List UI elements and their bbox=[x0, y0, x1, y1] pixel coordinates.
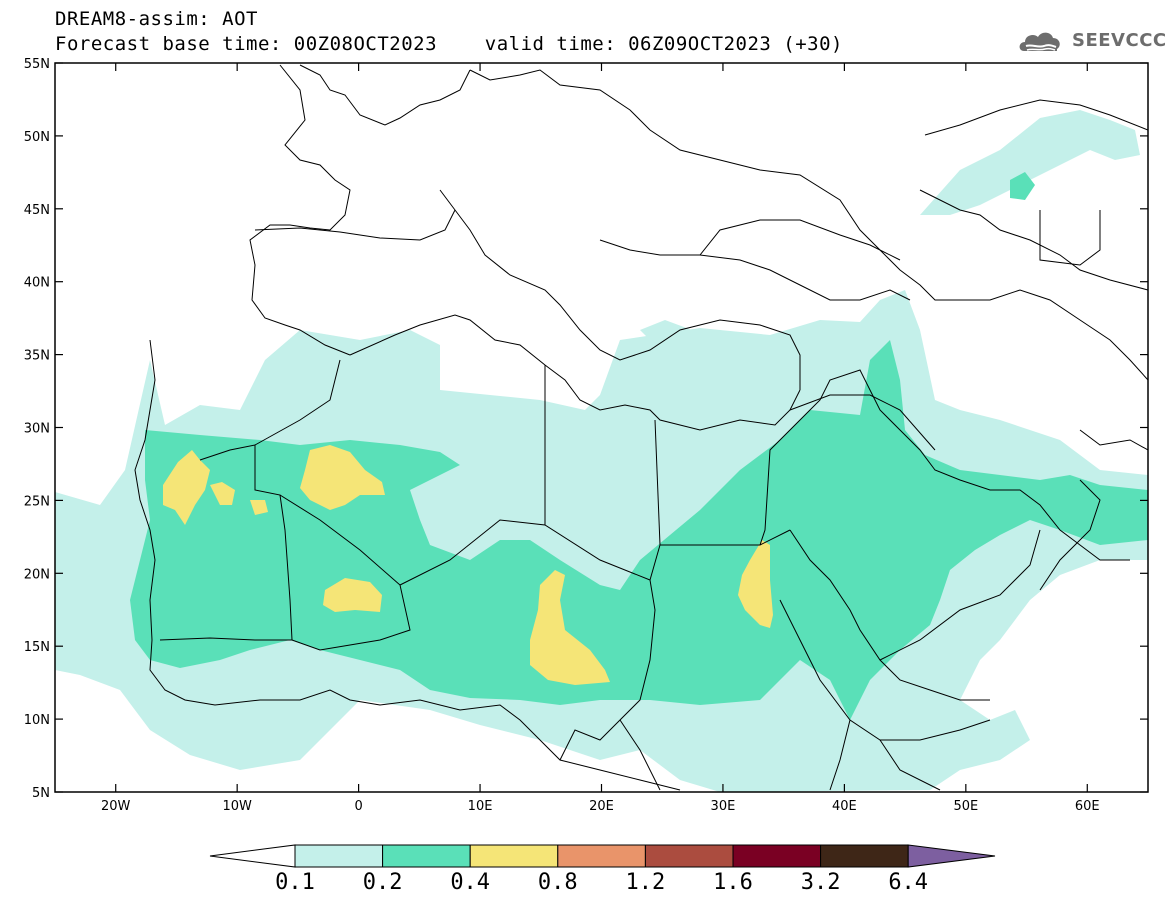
lat-tick-label: 55N bbox=[24, 57, 50, 72]
colorbar-swatch bbox=[732, 844, 822, 868]
lat-tick-label: 5N bbox=[32, 786, 50, 801]
colorbar bbox=[209, 844, 996, 868]
aot-level-0.2 bbox=[130, 172, 1148, 720]
lon-tick-label: 10W bbox=[222, 799, 252, 814]
aot-shading bbox=[55, 110, 1148, 792]
aot-level-0.4 bbox=[163, 445, 773, 685]
colorbar-swatch bbox=[382, 844, 471, 868]
colorbar-label: 0.2 bbox=[362, 870, 403, 895]
lat-tick-label: 20N bbox=[24, 567, 50, 582]
country-borders bbox=[134, 64, 1148, 791]
colorbar-label: 0.8 bbox=[537, 870, 578, 895]
colorbar-label: 0.1 bbox=[275, 870, 315, 895]
lon-tick-label: 30E bbox=[711, 799, 736, 814]
lon-tick-label: 10E bbox=[468, 799, 493, 814]
lat-tick-label: 35N bbox=[24, 349, 50, 364]
lat-tick-label: 40N bbox=[24, 276, 50, 291]
lat-tick-label: 30N bbox=[24, 422, 50, 437]
colorbar-low-arrow bbox=[209, 844, 296, 868]
forecast-time-subtitle: Forecast base time: 00Z08OCT2023 valid t… bbox=[55, 33, 843, 55]
longitude-axis: 20W 10W 0 10E 20E 30E 40E 50E 60E bbox=[101, 63, 1100, 814]
colorbar-swatch bbox=[644, 844, 734, 868]
lat-tick-label: 45N bbox=[24, 203, 50, 218]
lon-tick-label: 0 bbox=[354, 799, 362, 814]
lat-tick-label: 50N bbox=[24, 130, 50, 145]
colorbar-label: 0.4 bbox=[450, 870, 491, 895]
colorbar-swatch bbox=[469, 844, 559, 868]
latitude-axis: 5N 10N 15N 20N 25N 30N 35N 40N 45N 50N 55N bbox=[24, 57, 1148, 801]
map-title: DREAM8-assim: AOT bbox=[55, 8, 258, 30]
colorbar-label: 1.2 bbox=[625, 870, 666, 895]
colorbar-swatch bbox=[820, 844, 909, 868]
colorbar-label: 6.4 bbox=[888, 870, 929, 895]
lon-tick-label: 60E bbox=[1075, 799, 1100, 814]
lat-tick-label: 15N bbox=[24, 640, 50, 655]
colorbar-label: 3.2 bbox=[800, 870, 841, 895]
colorbar-swatch bbox=[294, 844, 384, 868]
lon-tick-label: 20E bbox=[589, 799, 614, 814]
lon-tick-label: 50E bbox=[953, 799, 978, 814]
colorbar-label: 1.6 bbox=[713, 870, 753, 895]
colorbar-high-arrow bbox=[907, 844, 996, 868]
logo-wordmark: SEEVCCC bbox=[1072, 30, 1165, 51]
lon-tick-label: 20W bbox=[101, 799, 131, 814]
lat-tick-label: 25N bbox=[24, 494, 50, 509]
colorbar-swatch bbox=[557, 844, 646, 868]
lat-tick-label: 10N bbox=[24, 713, 50, 728]
lon-tick-label: 40E bbox=[832, 799, 857, 814]
seevccc-logo bbox=[1019, 32, 1060, 51]
